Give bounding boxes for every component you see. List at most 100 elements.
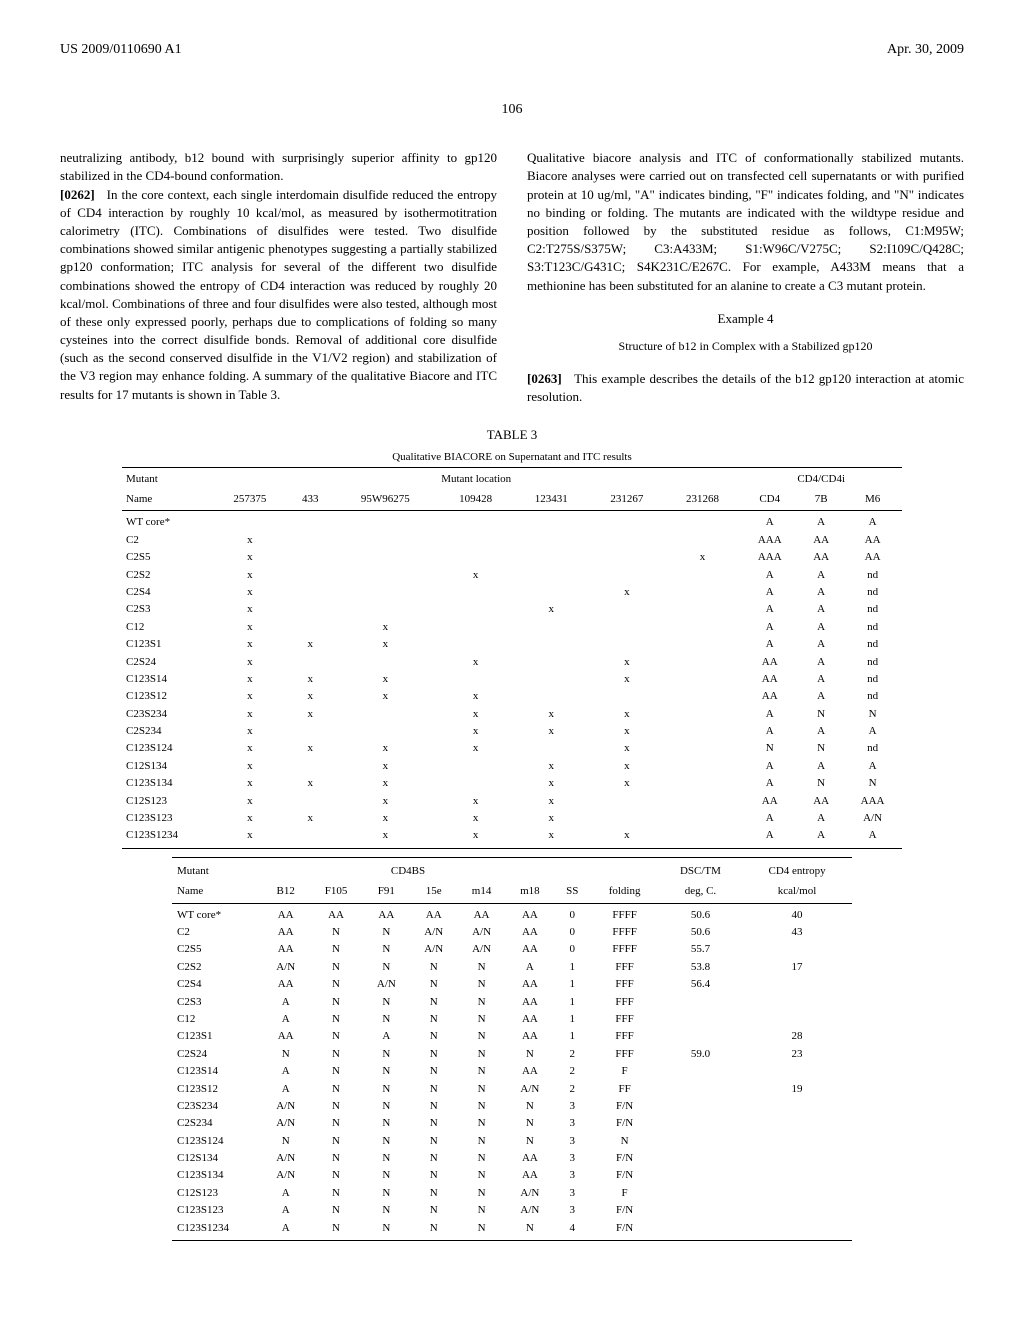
table-cell [288, 567, 333, 584]
table-cell: x [212, 688, 288, 705]
table-cell: 3 [554, 1185, 590, 1202]
col-header: 123431 [513, 491, 589, 511]
table-cell [659, 1011, 742, 1028]
mutant-name: C2S3 [172, 994, 262, 1011]
table-cell: A [740, 584, 799, 601]
table-cell: x [589, 723, 665, 740]
table-cell: A [740, 511, 799, 532]
table-cell [438, 549, 514, 566]
col-header: 7B [799, 491, 843, 511]
table-cell [589, 619, 665, 636]
table-cell: A [740, 706, 799, 723]
table-cell: AA [843, 532, 902, 549]
table-cell: x [212, 584, 288, 601]
table-cell [589, 549, 665, 566]
table-cell [513, 688, 589, 705]
table-cell: N [457, 1167, 505, 1184]
table-cell: N [410, 1081, 457, 1098]
mutant-name: C123S14 [172, 1063, 262, 1080]
table-cell [665, 775, 741, 792]
table-row: C12S134A/NNNNNAA3F/N [172, 1150, 852, 1167]
table-cell: AA [363, 903, 410, 924]
group-cd4bs: CD4BS [262, 857, 554, 883]
table-cell [513, 740, 589, 757]
table-cell: x [212, 636, 288, 653]
table-cell: N [309, 1046, 362, 1063]
table-row: WT core*AAA [122, 511, 902, 532]
mutant-name: C123S134 [122, 775, 212, 792]
table-cell: x [212, 775, 288, 792]
mutant-name: C123S123 [122, 810, 212, 827]
group-mutant-2: Mutant [172, 857, 262, 883]
table-cell: N [363, 1185, 410, 1202]
table-cell: x [288, 775, 333, 792]
table-cell: F [590, 1063, 658, 1080]
table-cell: AA [740, 688, 799, 705]
table-cell: A [799, 584, 843, 601]
table-cell: N [309, 941, 362, 958]
table-cell: x [513, 810, 589, 827]
table-cell: F/N [590, 1098, 658, 1115]
table-cell: x [589, 671, 665, 688]
table-cell: AA [506, 976, 554, 993]
table-cell [742, 1220, 852, 1241]
table-cell [659, 1185, 742, 1202]
table-cell: x [288, 636, 333, 653]
table-cell: x [333, 775, 438, 792]
table-cell: FFF [590, 1011, 658, 1028]
table-cell: N [363, 1167, 410, 1184]
table-cell: AA [506, 1063, 554, 1080]
table-cell: N [309, 924, 362, 941]
table-cell: N [506, 1098, 554, 1115]
table-cell: A [799, 827, 843, 848]
table-cell: x [212, 671, 288, 688]
table-cell [742, 1098, 852, 1115]
table-row: C123S134A/NNNNNAA3F/N [172, 1167, 852, 1184]
table-row: C2S4xxAAnd [122, 584, 902, 601]
table-cell [659, 1220, 742, 1241]
table-row: C2S3ANNNNAA1FFF [172, 994, 852, 1011]
table-cell: x [513, 775, 589, 792]
table-cell: AA [506, 1011, 554, 1028]
table-cell: FFFF [590, 924, 658, 941]
table-cell: x [438, 706, 514, 723]
paragraph-number: [0262] [60, 187, 95, 202]
table-cell: nd [843, 584, 902, 601]
table-cell: N [363, 924, 410, 941]
table-row: WT core*AAAAAAAAAAAA0FFFF50.640 [172, 903, 852, 924]
table-cell: AA [506, 903, 554, 924]
table-cell [333, 601, 438, 618]
mutant-name: C2S2 [172, 959, 262, 976]
table-cell: A [799, 810, 843, 827]
table-cell: N [309, 1167, 362, 1184]
right-column: Qualitative biacore analysis and ITC of … [527, 149, 964, 406]
col-header: kcal/mol [742, 883, 852, 903]
table-row: C2S2xxAAnd [122, 567, 902, 584]
example-heading: Example 4 [527, 310, 964, 328]
table-cell: AA [843, 549, 902, 566]
table-cell: N [457, 1220, 505, 1241]
table-cell [288, 584, 333, 601]
table-cell: nd [843, 654, 902, 671]
table-cell: A/N [262, 1167, 309, 1184]
table-row: C2S234A/NNNNNN3F/N [172, 1115, 852, 1132]
table-cell [659, 1115, 742, 1132]
table-cell: N [799, 706, 843, 723]
table-cell: N [740, 740, 799, 757]
table-cell [438, 584, 514, 601]
table-cell [665, 654, 741, 671]
table-cell: AA [740, 671, 799, 688]
patent-number: US 2009/0110690 A1 [60, 40, 182, 60]
table-row: C2S234xxxxAAA [122, 723, 902, 740]
table-cell: x [212, 601, 288, 618]
table-cell [665, 567, 741, 584]
table-cell [333, 654, 438, 671]
table-cell: A [843, 511, 902, 532]
table-cell: A [799, 636, 843, 653]
table-cell: N [799, 775, 843, 792]
mutant-name: C12S123 [172, 1185, 262, 1202]
table-cell: nd [843, 740, 902, 757]
table-cell: A [262, 1063, 309, 1080]
table-cell: AA [506, 1150, 554, 1167]
table-cell: 3 [554, 1133, 590, 1150]
